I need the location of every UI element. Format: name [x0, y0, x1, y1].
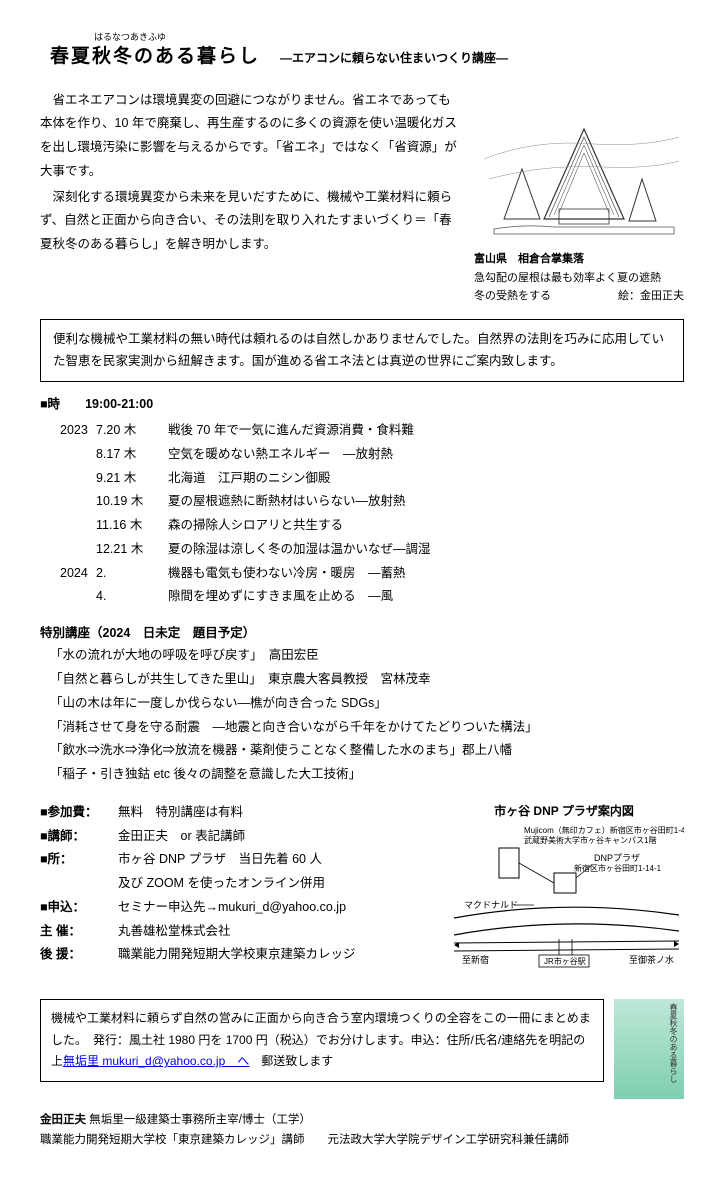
info-row: ■申込：セミナー申込先→mukuri_d@yahoo.co.jp	[40, 896, 429, 920]
schedule-row: 20237.20 木戦後 70 年で一気に進んだ資源消費・食料難	[60, 419, 684, 443]
book-box: 機械や工業材料に頼らず自然の営みに正面から向き合う室内環境つくりの全容をこの一冊…	[40, 999, 604, 1082]
map-title: 市ヶ谷 DNP プラザ案内図	[444, 801, 684, 821]
svg-text:Mujicom（無印カフェ）新宿区市ヶ谷田町1-4: Mujicom（無印カフェ）新宿区市ヶ谷田町1-4	[524, 825, 684, 835]
lower-section: ■参加費：無料 特別講座は有料■講師：金田正夫 or 表記講師■所：市ヶ谷 DN…	[40, 801, 684, 989]
schedule-row: 10.19 木夏の屋根遮熱に断熱材はいらない―放射熱	[60, 490, 684, 514]
intro-text: 省エネエアコンは環境異変の回避につながりません。省エネであっても本体を作り、10…	[40, 89, 459, 307]
illustration-box: 富山県 相倉合掌集落 急勾配の屋根は最も効率よく夏の遮熱 冬の受熱をする 絵：金…	[474, 89, 684, 307]
special-item: 「稲子・引き独鈷 etc 後々の調整を意識した大工技術」	[50, 763, 684, 787]
special-item: 「水の流れが大地の呼吸を呼び戻す」 高田宏臣	[50, 644, 684, 668]
svg-text:マクドナルド: マクドナルド	[464, 900, 518, 910]
svg-text:至新宿: 至新宿	[462, 954, 489, 965]
info-section: ■参加費：無料 特別講座は有料■講師：金田正夫 or 表記講師■所：市ヶ谷 DN…	[40, 801, 429, 989]
svg-text:新宿区市ヶ谷田町1-14-1: 新宿区市ヶ谷田町1-14-1	[574, 863, 662, 873]
illust-location: 富山県 相倉合掌集落	[474, 251, 684, 268]
map-box: 市ヶ谷 DNP プラザ案内図 Mujicom（無印カフェ）新宿区市ヶ谷田町1-4…	[444, 801, 684, 989]
svg-text:至御茶ノ水: 至御茶ノ水	[629, 954, 674, 965]
special-item: 「山の木は年に一度しか伐らない―樵が向き合った SDGs」	[50, 692, 684, 716]
schedule-row: 4.隙間を埋めずにすきま風を止める ―風	[60, 585, 684, 609]
house-illustration	[474, 89, 684, 239]
schedule-section: ■時 19:00-21:00 20237.20 木戦後 70 年で一気に進んだ資…	[40, 394, 684, 609]
svg-text:JR市ヶ谷駅: JR市ヶ谷駅	[544, 956, 586, 966]
intro-section: 省エネエアコンは環境異変の回避につながりません。省エネであっても本体を作り、10…	[40, 89, 684, 307]
main-title: 春夏秋冬のある暮らし	[50, 41, 260, 73]
intro-para-1: 省エネエアコンは環境異変の回避につながりません。省エネであっても本体を作り、10…	[40, 89, 459, 184]
special-item: 「飲水⇒洗水⇒浄化⇒放流を機器・薬剤使うことなく整備した水のまち」郡上八幡	[50, 739, 684, 763]
special-section: 特別講座（2024 日未定 題目予定） 「水の流れが大地の呼吸を呼び戻す」 高田…	[40, 623, 684, 787]
illust-caption-2: 冬の受熱をする 絵：金田正夫	[474, 288, 684, 305]
special-item: 「消耗させて身を守る耐震 ―地震と向き合いながら千年をかけてたどりついた構法」	[50, 716, 684, 740]
footer-line-1: 金田正夫 無垢里一級建築士事務所主宰/博士（工学）	[40, 1111, 684, 1131]
svg-text:DNPプラザ: DNPプラザ	[594, 853, 640, 863]
info-row: ■参加費：無料 特別講座は有料	[40, 801, 429, 825]
header: はるなつあきふゆ 春夏秋冬のある暮らし ―エアコンに頼らない住まいつくり講座―	[40, 30, 684, 74]
info-row: ■講師：金田正夫 or 表記講師	[40, 825, 429, 849]
intro-para-2: 深刻化する環境異変から未来を見いだすために、機械や工業材料に頼らず、自然と正面か…	[40, 186, 459, 257]
schedule-row: 8.17 木空気を暖めない熱エネルギー ―放射熱	[60, 443, 684, 467]
schedule-row: 9.21 木北海道 江戸期のニシン御殿	[60, 467, 684, 491]
illust-caption-1: 急勾配の屋根は最も効率よく夏の遮熱	[474, 270, 684, 287]
info-row: 及び ZOOM を使ったオンライン併用	[40, 872, 429, 896]
subtitle: ―エアコンに頼らない住まいつくり講座―	[280, 48, 508, 68]
book-section: 機械や工業材料に頼らず自然の営みに正面から向き合う室内環境つくりの全容をこの一冊…	[40, 999, 684, 1099]
schedule-row: 11.16 木森の掃除人シロアリと共生する	[60, 514, 684, 538]
footer: 金田正夫 無垢里一級建築士事務所主宰/博士（工学） 職業能力開発短期大学校「東京…	[40, 1111, 684, 1150]
special-item: 「自然と暮らしが共生してきた里山」 東京農大客員教授 宮林茂幸	[50, 668, 684, 692]
map-diagram: Mujicom（無印カフェ）新宿区市ヶ谷田町1-4 武蔵野美術大学市ヶ谷キャンパ…	[444, 823, 684, 983]
info-row: 主 催：丸善雄松堂株式会社	[40, 920, 429, 944]
schedule-time: ■時 19:00-21:00	[40, 394, 684, 415]
footer-line-2: 職業能力開発短期大学校「東京建築カレッジ」講師 元法政大学大学院デザイン工学研究…	[40, 1131, 684, 1151]
schedule-row: 20242.機器も電気も使わない冷房・暖房 ―蓄熱	[60, 562, 684, 586]
schedule-row: 12.21 木夏の除湿は涼しく冬の加湿は温かいなぜ―調湿	[60, 538, 684, 562]
special-header: 特別講座（2024 日未定 題目予定）	[40, 623, 684, 644]
book-text-after: 郵送致します	[249, 1054, 333, 1068]
book-email-link[interactable]: 無垢里 mukuri_d@yahoo.co.jp へ	[63, 1054, 249, 1068]
info-row: ■所：市ヶ谷 DNP プラザ 当日先着 60 人	[40, 848, 429, 872]
framed-intro: 便利な機械や工業材料の無い時代は頼れるのは自然しかありませんでした。自然界の法則…	[40, 319, 684, 382]
info-row: 後 援：職業能力開発短期大学校東京建築カレッジ	[40, 943, 429, 967]
book-cover: 春夏秋冬のある暮らし	[614, 999, 684, 1099]
svg-text:武蔵野美術大学市ヶ谷キャンパス1階: 武蔵野美術大学市ヶ谷キャンパス1階	[524, 835, 656, 845]
